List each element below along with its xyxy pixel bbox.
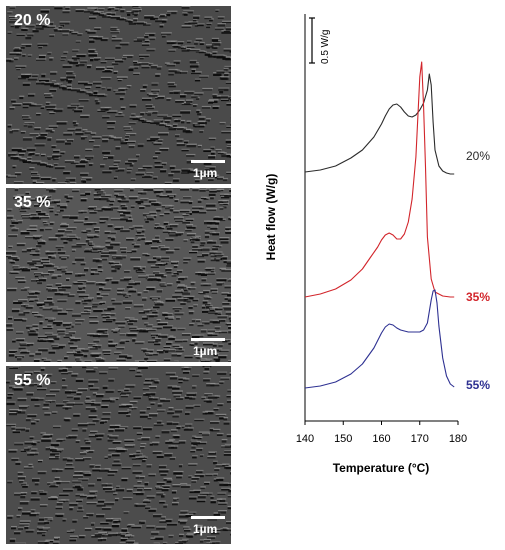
scale-bar-35: [191, 338, 225, 341]
x-axis-label: Temperature (°C): [333, 461, 430, 475]
x-ticks: 140 150 160 170 180: [296, 421, 467, 445]
series-line-35pct: [304, 61, 455, 298]
series-line-55pct: [304, 289, 455, 389]
scale-text-20: 1µm: [193, 166, 218, 180]
scale-text-55: 1µm: [193, 522, 218, 536]
heatflow-scale-bar: 0.5 W/g: [309, 17, 331, 64]
scale-bar-55: [191, 516, 225, 519]
sem-label-55: 55 %: [14, 372, 51, 389]
scale-bar-20: [191, 160, 225, 163]
scale-text-35: 1µm: [193, 344, 218, 358]
x-tick-label-180: 180: [449, 433, 467, 445]
sem-panel-35: 35 % 1µm: [6, 188, 231, 362]
series-group: 20% 35% 55%: [304, 61, 490, 392]
series-label-20pct: 20%: [466, 149, 490, 163]
x-tick-label-170: 170: [411, 433, 429, 445]
dsc-chart: 140 150 160 170 180 Temperature (°C) Heat fl…: [264, 14, 490, 475]
y-axis-label: Heat flow (W/g): [264, 174, 278, 261]
x-tick-label-150: 150: [334, 433, 352, 445]
x-tick-label-160: 160: [372, 433, 390, 445]
sem-panel-55: 55 % 1µm: [6, 366, 231, 544]
series-label-35pct: 35%: [466, 290, 490, 304]
sem-image-55: [6, 366, 231, 544]
heatflow-scale-bar-label: 0.5 W/g: [320, 30, 331, 64]
sem-image-20: [6, 6, 231, 184]
x-tick-label-140: 140: [296, 433, 314, 445]
sem-label-35: 35 %: [14, 194, 51, 211]
series-label-55pct: 55%: [466, 378, 490, 392]
sem-image-35: [6, 188, 231, 362]
sem-label-20: 20 %: [14, 12, 51, 29]
series-line-20pct: [304, 73, 455, 175]
sem-panel-20: 20 % 1µm: [6, 6, 231, 184]
